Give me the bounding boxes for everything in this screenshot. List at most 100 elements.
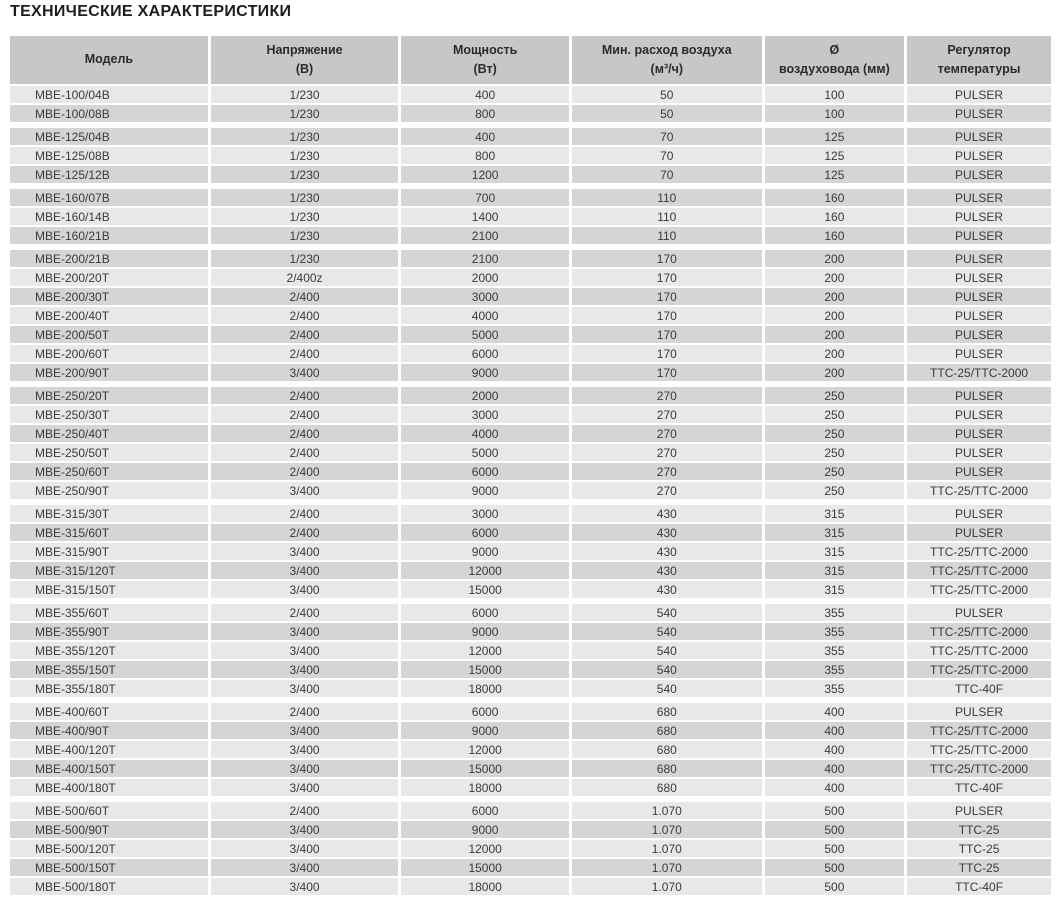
value-cell: 170 — [569, 326, 762, 343]
table-row: MBE-500/180T 3/400 18000 1.070 500 TTC-40F — [10, 878, 1051, 895]
value-cell: TTC-25/TTC-2000 — [904, 562, 1051, 579]
value-cell: 250 — [761, 425, 905, 442]
value-cell: 2/400 — [207, 345, 399, 362]
value-cell: 680 — [569, 722, 762, 739]
model-cell: MBE-200/20T — [10, 269, 208, 286]
value-cell: 3000 — [398, 288, 569, 305]
value-cell: 200 — [761, 326, 905, 343]
value-cell: 15000 — [398, 581, 569, 598]
model-cell: MBE-250/90T — [10, 482, 208, 499]
model-cell: MBE-125/04B — [10, 128, 208, 145]
value-cell: 70 — [569, 166, 762, 183]
model-cell: MBE-355/150T — [10, 661, 208, 678]
value-cell: 800 — [398, 147, 569, 164]
model-group-MBE-125: MBE-125/04B 1/230 400 70 125 PULSER MBE-125/08… — [10, 128, 1051, 183]
value-cell: 315 — [761, 543, 905, 560]
value-cell: 400 — [761, 722, 905, 739]
model-cell: MBE-200/21B — [10, 250, 208, 267]
table-row: MBE-125/04B 1/230 400 70 125 PULSER — [10, 128, 1051, 145]
value-cell: 800 — [398, 105, 569, 122]
value-cell: 430 — [569, 581, 762, 598]
table-row: MBE-315/90T 3/400 9000 430 315 TTC-25/TTC-200… — [10, 543, 1051, 560]
table-row: MBE-500/60T 2/400 6000 1.070 500 PULSER — [10, 802, 1051, 819]
model-cell: MBE-500/150T — [10, 859, 208, 876]
model-cell: MBE-315/60T — [10, 524, 208, 541]
value-cell: 50 — [569, 86, 762, 103]
value-cell: 400 — [761, 703, 905, 720]
value-cell: 6000 — [398, 524, 569, 541]
value-cell: 200 — [761, 288, 905, 305]
value-cell: 200 — [761, 250, 905, 267]
value-cell: 3/400 — [207, 878, 399, 895]
value-cell: 200 — [761, 307, 905, 324]
value-cell: 270 — [569, 406, 762, 423]
value-cell: 2/400 — [207, 387, 399, 404]
value-cell: 1/230 — [207, 208, 399, 225]
value-cell: 5000 — [398, 444, 569, 461]
value-cell: 15000 — [398, 760, 569, 777]
value-cell: PULSER — [904, 326, 1051, 343]
table-row: MBE-200/20T 2/400z 2000 170 200 PULSER — [10, 269, 1051, 286]
value-cell: 9000 — [398, 482, 569, 499]
model-cell: MBE-355/90T — [10, 623, 208, 640]
column-header-line1: Напряжение — [266, 42, 343, 57]
table-row: MBE-500/90T 3/400 9000 1.070 500 TTC-25 — [10, 821, 1051, 838]
model-cell: MBE-100/08B — [10, 105, 208, 122]
model-group-MBE-500: MBE-500/60T 2/400 6000 1.070 500 PULSER MBE-50… — [10, 802, 1051, 895]
value-cell: PULSER — [904, 105, 1051, 122]
column-header-5: Регулятор температуры — [904, 36, 1051, 84]
value-cell: 250 — [761, 387, 905, 404]
value-cell: PULSER — [904, 166, 1051, 183]
value-cell: 540 — [569, 623, 762, 640]
model-cell: MBE-500/180T — [10, 878, 208, 895]
value-cell: 110 — [569, 189, 762, 206]
value-cell: PULSER — [904, 147, 1051, 164]
value-cell: 1/230 — [207, 250, 399, 267]
value-cell: 18000 — [398, 878, 569, 895]
table-row: MBE-250/60T 2/400 6000 270 250 PULSER — [10, 463, 1051, 480]
table-row: MBE-400/150T 3/400 15000 680 400 TTC-25/TTC-2… — [10, 760, 1051, 777]
value-cell: 3/400 — [207, 581, 399, 598]
value-cell: 125 — [761, 147, 905, 164]
value-cell: TTC-25/TTC-2000 — [904, 364, 1051, 381]
value-cell: 4000 — [398, 307, 569, 324]
value-cell: 3/400 — [207, 821, 399, 838]
value-cell: 2/400 — [207, 406, 399, 423]
value-cell: 170 — [569, 307, 762, 324]
value-cell: 430 — [569, 524, 762, 541]
table-row: MBE-500/120T 3/400 12000 1.070 500 TTC-25 — [10, 840, 1051, 857]
value-cell: 125 — [761, 166, 905, 183]
table-row: MBE-355/120T 3/400 12000 540 355 TTC-25/TTC-2… — [10, 642, 1051, 659]
column-header-2: Мощность (Вт) — [398, 36, 569, 84]
value-cell: 18000 — [398, 779, 569, 796]
value-cell: 3/400 — [207, 722, 399, 739]
value-cell: 6000 — [398, 802, 569, 819]
value-cell: TTC-25/TTC-2000 — [904, 760, 1051, 777]
value-cell: 2/400 — [207, 288, 399, 305]
value-cell: 2000 — [398, 387, 569, 404]
model-cell: MBE-355/180T — [10, 680, 208, 697]
value-cell: 110 — [569, 227, 762, 244]
value-cell: 700 — [398, 189, 569, 206]
value-cell: 2000 — [398, 269, 569, 286]
value-cell: PULSER — [904, 208, 1051, 225]
value-cell: PULSER — [904, 288, 1051, 305]
table-row: MBE-200/90T 3/400 9000 170 200 TTC-25/TTC-200… — [10, 364, 1051, 381]
table-row: MBE-500/150T 3/400 15000 1.070 500 TTC-25 — [10, 859, 1051, 876]
column-header-line1: Ø — [829, 42, 840, 57]
value-cell: 250 — [761, 444, 905, 461]
table-row: MBE-200/40T 2/400 4000 170 200 PULSER — [10, 307, 1051, 324]
value-cell: 1/230 — [207, 128, 399, 145]
column-header-3: Мин. расход воздуха (м³/ч) — [569, 36, 762, 84]
value-cell: 18000 — [398, 680, 569, 697]
value-cell: 400 — [761, 760, 905, 777]
value-cell: 2/400 — [207, 524, 399, 541]
value-cell: PULSER — [904, 505, 1051, 522]
value-cell: 250 — [761, 482, 905, 499]
value-cell: 6000 — [398, 604, 569, 621]
column-header-line1: Регулятор — [947, 42, 1011, 57]
model-cell: MBE-400/90T — [10, 722, 208, 739]
value-cell: 400 — [761, 779, 905, 796]
model-cell: MBE-355/120T — [10, 642, 208, 659]
value-cell: PULSER — [904, 189, 1051, 206]
